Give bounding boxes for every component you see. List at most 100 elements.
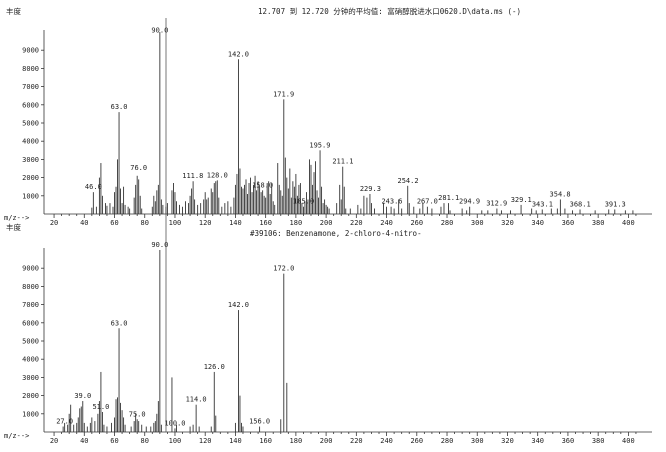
x-tick-label: 320 [501,219,514,227]
peak-label: 254.2 [397,177,418,185]
x-tick-label: 40 [80,219,88,227]
peak-label: 195.9 [309,141,330,149]
peak-label: 142.0 [228,301,249,309]
peak-label: 39.0 [74,392,91,400]
peak-label: 354.8 [550,190,571,198]
x-tick-label: 240 [380,437,393,445]
x-tick-label: 280 [441,219,454,227]
x-tick-label: 340 [531,219,544,227]
peak-label: 46.0 [85,183,102,191]
x-tick-label: 300 [471,437,484,445]
peak-label: 63.0 [111,103,128,111]
x-tick-label: 280 [441,437,454,445]
peak-label: 51.0 [92,403,109,411]
y-tick-label: 8000 [22,65,39,73]
top-panel-xlabel: m/z--> [4,214,29,222]
peak-label: 343.1 [532,200,553,208]
x-tick-label: 300 [471,219,484,227]
bottom-panel-title: #39106: Benzenamone, 2-chloro-4-nitro- [250,229,422,238]
peak-label: 229.3 [360,185,381,193]
x-tick-label: 260 [410,437,423,445]
peak-label: 76.0 [130,164,147,172]
y-tick-label: 6000 [22,101,39,109]
peak-label: 158.0 [252,181,273,189]
peak-label: 75.0 [129,410,146,418]
peak-label: 243.6 [381,198,402,206]
y-tick-label: 1000 [22,410,39,418]
bottom-spectrum-panel: 1000 2000 3000 4000 5000 6000 7000 8000 9000 20 40… [22,241,652,445]
bottom-panel-xlabel: m/z--> [4,432,29,440]
top-panel-ylabel: 丰度 [6,6,21,16]
peak-label: 100.0 [164,419,185,427]
bottom-panel-ylabel: 丰度 [6,222,21,232]
peak-label: 312.9 [486,200,507,208]
top-panel-title: 12.707 到 12.720 分钟的平均值: 富硝醇脱进水口0620.D\da… [258,6,521,16]
x-tick-label: 80 [141,437,149,445]
x-tick-label: 60 [110,437,118,445]
x-tick-label: 380 [592,219,605,227]
y-tick-label: 1000 [22,192,39,200]
y-tick-label: 2000 [22,174,39,182]
peak-label: 90.0 [151,27,168,35]
x-tick-label: 320 [501,437,514,445]
x-tick-label: 260 [410,219,423,227]
y-tick-label: 4000 [22,138,39,146]
peak-label: 294.9 [459,198,480,206]
peak-label: 156.0 [249,418,270,426]
y-tick-label: 2000 [22,392,39,400]
x-tick-label: 220 [350,219,363,227]
x-tick-label: 360 [562,219,575,227]
x-tick-label: 340 [531,437,544,445]
x-tick-label: 120 [199,437,212,445]
x-tick-label: 60 [110,219,118,227]
peak-label: 90.0 [151,241,168,249]
y-tick-label: 7000 [22,301,39,309]
peak-label: 368.1 [570,200,591,208]
x-tick-label: 180 [290,219,303,227]
y-tick-label: 3000 [22,156,39,164]
x-tick-label: 100 [169,219,182,227]
y-tick-label: 5000 [22,338,39,346]
peak-label: 185.0 [293,198,314,206]
x-tick-label: 20 [50,219,58,227]
peak-label: 267.0 [417,198,438,206]
y-tick-label: 9000 [22,265,39,273]
x-tick-label: 100 [169,437,182,445]
top-spectrum-panel: 1000 2000 3000 4000 5000 6000 7000 8000 9000 20 40… [22,27,652,227]
peak-label: 111.8 [182,172,203,180]
x-tick-label: 240 [380,219,393,227]
peak-label: 281.1 [438,194,459,202]
x-tick-label: 140 [229,219,242,227]
y-tick-label: 9000 [22,47,39,55]
peak-label: 391.3 [605,200,626,208]
x-tick-label: 20 [50,437,58,445]
x-tick-label: 180 [290,437,303,445]
y-tick-label: 7000 [22,83,39,91]
x-tick-label: 400 [622,219,635,227]
peak-label: 142.0 [228,50,249,58]
y-tick-label: 8000 [22,283,39,291]
x-tick-label: 200 [320,219,333,227]
peak-label: 171.9 [273,90,294,98]
x-tick-label: 380 [592,437,605,445]
y-tick-label: 6000 [22,319,39,327]
x-tick-label: 140 [229,437,242,445]
peak-label: 128.0 [207,171,228,179]
x-tick-label: 360 [562,437,575,445]
x-tick-label: 40 [80,437,88,445]
peak-label: 329.1 [511,196,532,204]
peak-label: 126.0 [204,363,225,371]
x-tick-label: 220 [350,437,363,445]
x-tick-label: 80 [141,219,149,227]
peak-label: 172.0 [273,265,294,273]
peak-label: 63.0 [111,319,128,327]
x-tick-label: 400 [622,437,635,445]
y-tick-label: 5000 [22,120,39,128]
peak-label: 114.0 [186,396,207,404]
x-tick-label: 160 [259,437,272,445]
x-tick-label: 200 [320,437,333,445]
x-tick-label: 120 [199,219,212,227]
y-tick-label: 4000 [22,356,39,364]
peak-label: 27.0 [56,418,73,426]
